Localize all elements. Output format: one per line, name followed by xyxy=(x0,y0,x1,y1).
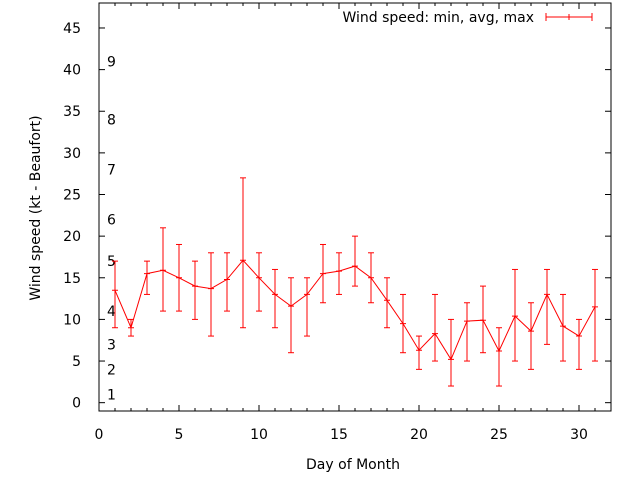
beaufort-label: 1 xyxy=(107,387,116,403)
x-tick-label: 15 xyxy=(330,427,348,443)
avg-point xyxy=(560,323,566,330)
x-tick-label: 10 xyxy=(250,427,268,443)
legend: Wind speed: min, avg, max xyxy=(342,10,593,26)
avg-point xyxy=(320,270,326,277)
y-tick-label: 10 xyxy=(63,312,81,328)
beaufort-label: 3 xyxy=(107,337,116,353)
avg-point xyxy=(336,268,342,275)
avg-point xyxy=(464,318,470,325)
y-tick-label: 30 xyxy=(63,146,81,162)
avg-point xyxy=(128,324,134,331)
beaufort-label: 8 xyxy=(107,113,116,129)
avg-point xyxy=(352,263,358,270)
legend-label: Wind speed: min, avg, max xyxy=(342,10,534,26)
y-tick-label: 0 xyxy=(72,396,81,412)
avg-point xyxy=(272,291,278,298)
y-axis-label: Wind speed (kt - Beaufort) xyxy=(28,115,44,300)
avg-point xyxy=(224,276,230,283)
beaufort-label: 7 xyxy=(107,163,116,179)
data-series xyxy=(112,177,598,387)
beaufort-label: 5 xyxy=(107,254,116,270)
avg-point xyxy=(208,285,214,292)
y-tick-label: 5 xyxy=(72,354,81,370)
avg-point xyxy=(496,348,502,355)
x-tick-label: 20 xyxy=(410,427,428,443)
y-tick-label: 20 xyxy=(63,229,81,245)
avg-point xyxy=(144,270,150,277)
avg-point xyxy=(448,356,454,363)
beaufort-label: 2 xyxy=(107,362,116,378)
avg-point xyxy=(368,274,374,281)
avg-point xyxy=(576,333,582,340)
beaufort-label: 6 xyxy=(107,212,116,228)
avg-point xyxy=(544,291,550,298)
avg-point xyxy=(112,287,118,294)
x-tick-label: 5 xyxy=(175,427,184,443)
avg-point xyxy=(416,347,422,354)
avg-point xyxy=(512,313,518,320)
x-axis-label: Day of Month xyxy=(306,457,400,473)
x-tick-label: 25 xyxy=(490,427,508,443)
avg-point xyxy=(592,303,598,310)
y-tick-label: 15 xyxy=(63,271,81,287)
y-tick-label: 45 xyxy=(63,21,81,37)
avg-point xyxy=(432,330,438,337)
avg-point xyxy=(176,274,182,281)
beaufort-labels: 1 2 3 4 5 6 7 8 9 xyxy=(107,54,116,403)
y-tick-label: 35 xyxy=(63,104,81,120)
avg-point xyxy=(528,328,534,335)
beaufort-label: 9 xyxy=(107,54,116,70)
avg-point xyxy=(304,291,310,298)
avg-point xyxy=(384,297,390,304)
avg-point xyxy=(400,320,406,327)
beaufort-label: 4 xyxy=(107,304,116,320)
y-tick-label: 40 xyxy=(63,63,81,79)
avg-point xyxy=(240,257,246,264)
x-tick-label: 0 xyxy=(95,427,104,443)
avg-point xyxy=(192,283,198,290)
avg-point xyxy=(288,303,294,310)
avg-point xyxy=(160,267,166,274)
y-tick-label: 25 xyxy=(63,188,81,204)
x-tick-label: 30 xyxy=(570,427,588,443)
avg-point xyxy=(480,317,486,324)
avg-point xyxy=(256,274,262,281)
legend-marker xyxy=(566,14,572,20)
